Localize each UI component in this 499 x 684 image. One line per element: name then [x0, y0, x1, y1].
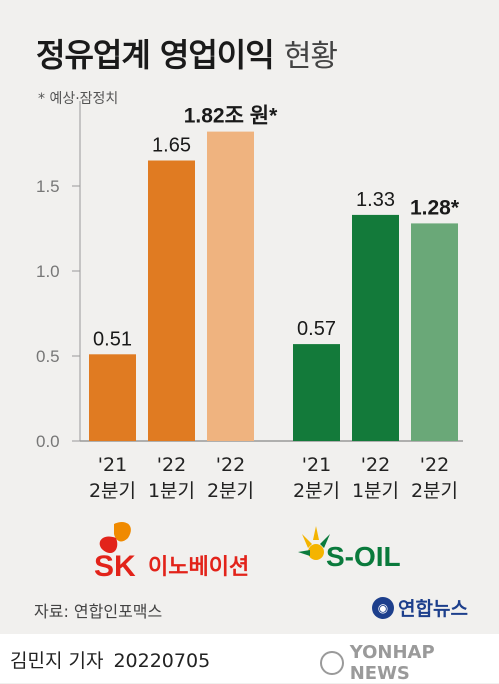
- title-light: 현황: [283, 39, 338, 74]
- category-label: 1분기: [352, 480, 399, 502]
- bar-value-label: 0.57: [297, 318, 336, 340]
- bar-value-label: 0.51: [93, 328, 132, 350]
- bar: [411, 223, 458, 441]
- yonhap-mark-icon: ◉: [372, 596, 394, 619]
- yonhap-logo-text: 연합뉴스: [398, 598, 468, 620]
- source-label: 자료: 연합인포맥스: [34, 602, 163, 621]
- bar-value-label: 1.28*: [410, 196, 460, 219]
- category-label: '22: [216, 454, 245, 476]
- soil-sun-icon: [298, 526, 330, 560]
- sk-innovation-logo: SK 이노베이션: [94, 521, 249, 583]
- soil-logo-text: S-OIL: [326, 541, 401, 572]
- category-label: '22: [361, 454, 390, 476]
- category-label: 2분기: [411, 480, 458, 502]
- bar: [293, 344, 340, 441]
- category-label: '22: [157, 454, 186, 476]
- sk-butterfly-icon: [99, 521, 131, 554]
- bar: [207, 131, 254, 441]
- watermark: YONHAP NEWS: [320, 642, 499, 684]
- bar: [352, 214, 399, 441]
- estimate-note: * 예상·잠정치: [38, 91, 119, 107]
- author-name: 김민지 기자: [10, 650, 104, 672]
- bar-value-label: 1.82조 원*: [184, 105, 278, 128]
- title-main: 정유업계 영업이익: [36, 36, 275, 74]
- publish-date: 20220705: [113, 650, 211, 672]
- footer-bar: [0, 634, 499, 683]
- bar: [89, 354, 136, 441]
- y-tick-label: 0.5: [36, 347, 60, 366]
- watermark-text: YONHAP NEWS: [349, 642, 435, 684]
- y-tick-label: 1.5: [36, 177, 60, 196]
- category-label: '21: [302, 454, 331, 476]
- yonhap-logo: ◉ 연합뉴스: [372, 594, 468, 621]
- category-label: '22: [420, 454, 449, 476]
- bar-chart: 0.0 0.5 1.0 1.5 0.51 '21 2분기 1.65 '22 1분기 1.82조 원*…: [36, 101, 463, 502]
- byline: 김민지 기자 20220705: [10, 646, 210, 673]
- sk-logo-subtext: 이노베이션: [148, 555, 249, 580]
- category-label: 2분기: [293, 480, 340, 502]
- y-tick-label: 0.0: [36, 432, 60, 451]
- category-label: '21: [98, 454, 127, 476]
- bar: [148, 160, 195, 441]
- category-label: 2분기: [89, 480, 136, 502]
- chart-title: 정유업계 영업이익 현황: [36, 30, 338, 76]
- category-label: 1분기: [148, 480, 195, 502]
- y-tick-label: 1.0: [36, 262, 60, 281]
- sk-logo-text: SK: [94, 550, 136, 583]
- soil-logo: S-OIL: [298, 526, 401, 572]
- watermark-ring-icon: [320, 651, 344, 675]
- bar-value-label: 1.33: [356, 189, 395, 211]
- bar-value-label: 1.65: [152, 135, 191, 157]
- category-label: 2분기: [207, 480, 254, 502]
